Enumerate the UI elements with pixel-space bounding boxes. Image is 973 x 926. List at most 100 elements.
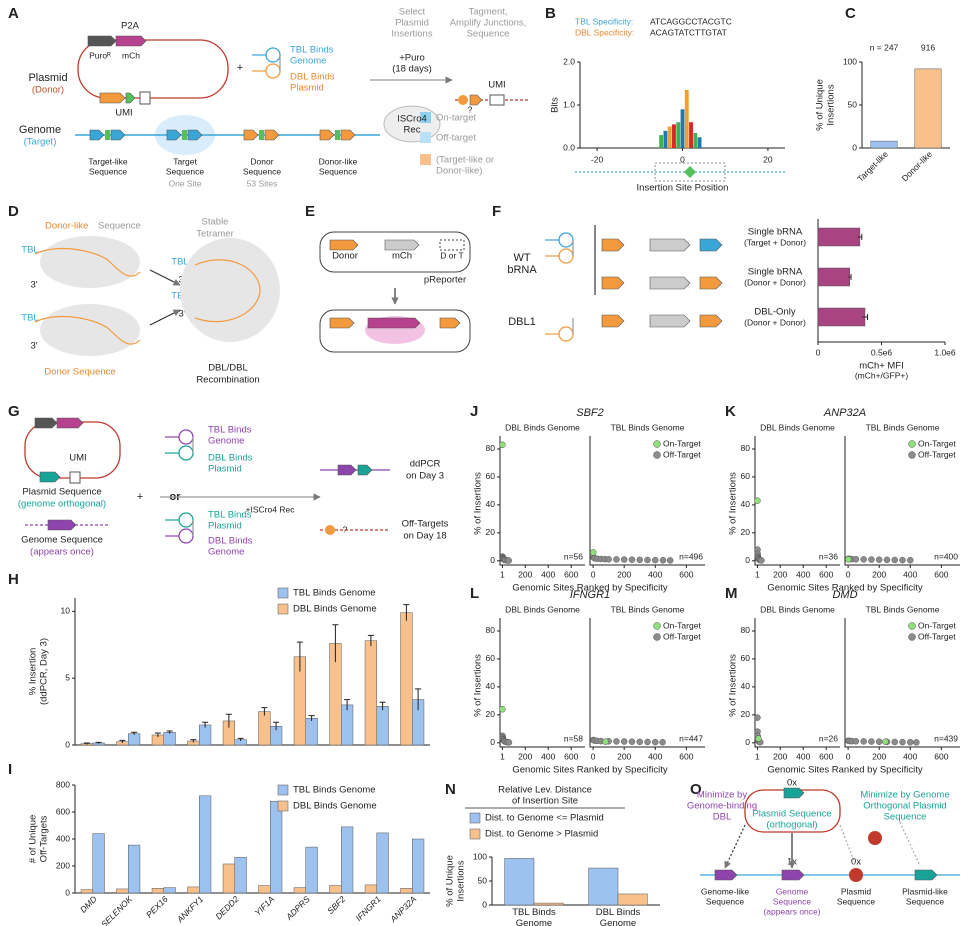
- a-sites-lines: Donor-like: [319, 156, 358, 166]
- g-plus: +: [137, 491, 143, 503]
- chart-data-yticks-label: 1.0: [563, 99, 575, 109]
- chart-data-panels-xticks: 600: [934, 751, 948, 761]
- error-bar: [415, 688, 422, 711]
- error-bar: [344, 699, 351, 711]
- sequence-element: [166, 129, 182, 141]
- a-legend: On-target: [436, 113, 476, 124]
- chart-data-panels-n-label: n=496: [679, 551, 703, 561]
- chart-data-yticks: 600: [56, 806, 70, 816]
- chart-data-title: ANP32A: [823, 407, 866, 419]
- a-sites-lines: Sequence: [243, 166, 282, 176]
- g-ddpcr: ddPCR: [410, 459, 441, 470]
- a-puro-step: (18 days): [392, 64, 432, 75]
- bar: [914, 68, 942, 149]
- chart-data-panels-xticks: 600: [679, 751, 693, 761]
- o-left: Genome-binding: [687, 801, 757, 812]
- chart-data-ylabel: (ddPCR, Day 3): [39, 638, 50, 705]
- error-bar: [273, 721, 280, 731]
- chart-data-ylabel: % of Insertions: [728, 654, 739, 717]
- panel-labels: J: [470, 403, 478, 420]
- chart-data-yticks: 800: [56, 779, 70, 789]
- bar: [258, 885, 271, 894]
- a-sites-lines: Target: [173, 156, 197, 166]
- sequence-element: [914, 869, 938, 881]
- bar: [234, 856, 247, 894]
- chart-data-yticks: 0: [65, 739, 70, 749]
- on-target-point: [882, 738, 889, 745]
- a-rec: ISCro4: [397, 114, 427, 125]
- umi: [139, 91, 151, 105]
- category-text: DBL Binds Genome: [595, 907, 641, 926]
- a-legend: Donor-like): [436, 166, 482, 177]
- recombinase-complex: [40, 304, 140, 356]
- core: [105, 130, 110, 140]
- chart-data-series-name: TBL Binds Genome: [293, 785, 376, 796]
- off-target-point: [907, 738, 914, 746]
- panel-labels: N: [445, 781, 456, 798]
- off-target-point: [891, 556, 898, 564]
- chart-data-panels-xticks: 400: [648, 751, 662, 761]
- error-bar: [190, 739, 197, 743]
- a-puro: Puroᴿ: [89, 50, 111, 60]
- off-target-point: [620, 556, 628, 563]
- bar: [817, 267, 850, 287]
- chart-data-yticks-label: 2.0: [563, 56, 575, 66]
- chart-data-series-name: TBL Binds Genome: [293, 588, 376, 599]
- bar: [305, 718, 318, 746]
- chart-data-xticks: 20: [763, 154, 773, 164]
- chart-data-panels-xticks: 1: [500, 569, 505, 579]
- a-mch: mCh: [122, 50, 140, 60]
- chart-data-yticks: 200: [56, 860, 70, 870]
- d-donor-like: Donor-like: [45, 221, 88, 232]
- chart-data-panels-title: DBL Binds Genome: [760, 604, 835, 614]
- o-sites-lines: Genome-like: [701, 886, 749, 896]
- axes: [589, 436, 705, 566]
- panel-labels: G: [8, 403, 20, 420]
- d-sequence: Sequence: [98, 221, 141, 232]
- error-bar: [332, 624, 339, 663]
- sequence-element: [649, 276, 691, 290]
- chart-data-ylabel: % of Unique: [815, 79, 826, 131]
- o-sites-lines: Sequence: [773, 896, 812, 906]
- o-plasmid: Plasmid Sequence: [752, 809, 831, 820]
- o-sites-lines: Genome: [776, 886, 809, 896]
- chart-data-yticks: 0: [745, 555, 750, 565]
- sequence-element: [329, 239, 359, 251]
- off-target-point: [644, 556, 651, 564]
- chart-data-ylabel: % of Unique: [445, 855, 456, 907]
- bar: [412, 838, 425, 894]
- chart-data-panels-xticks: 400: [903, 569, 917, 579]
- on-target-point: [845, 556, 852, 563]
- g-tbl-genome: Genome: [208, 436, 244, 447]
- error-bar: [308, 715, 315, 721]
- panel-labels: H: [8, 571, 19, 588]
- rna-strand: [194, 259, 261, 323]
- sequence-element: [115, 35, 147, 47]
- off-target-point: [852, 556, 860, 563]
- e-preporter: pReporter: [424, 275, 466, 286]
- chart-data-series-name: Off-Target: [663, 449, 701, 459]
- bar: [293, 887, 307, 894]
- chart-data-yticks: 60: [741, 653, 751, 663]
- chart-data-series-name: Off-Target: [918, 631, 956, 641]
- chart-data-yticks: 0: [745, 737, 750, 747]
- a-select: Select: [399, 7, 426, 18]
- error-bar: [848, 274, 852, 280]
- chart-data-yticks: 40: [486, 681, 496, 691]
- off-target-point: [620, 738, 628, 745]
- chart-data-panels-xticks: 1: [500, 751, 505, 761]
- g-rec: +ISCro4 Rec: [246, 504, 296, 514]
- block: [849, 868, 863, 882]
- axes: [844, 436, 960, 566]
- panel-labels: I: [8, 761, 12, 778]
- chart-data-yticks: 80: [741, 625, 751, 635]
- a-genome: Genome: [19, 124, 61, 136]
- sequence-element: [601, 276, 625, 290]
- off-target-point: [659, 556, 667, 564]
- g-umi: UMI: [69, 453, 86, 464]
- panel-labels: E: [305, 203, 315, 220]
- preporter: [319, 231, 471, 273]
- off-target-point: [852, 738, 860, 745]
